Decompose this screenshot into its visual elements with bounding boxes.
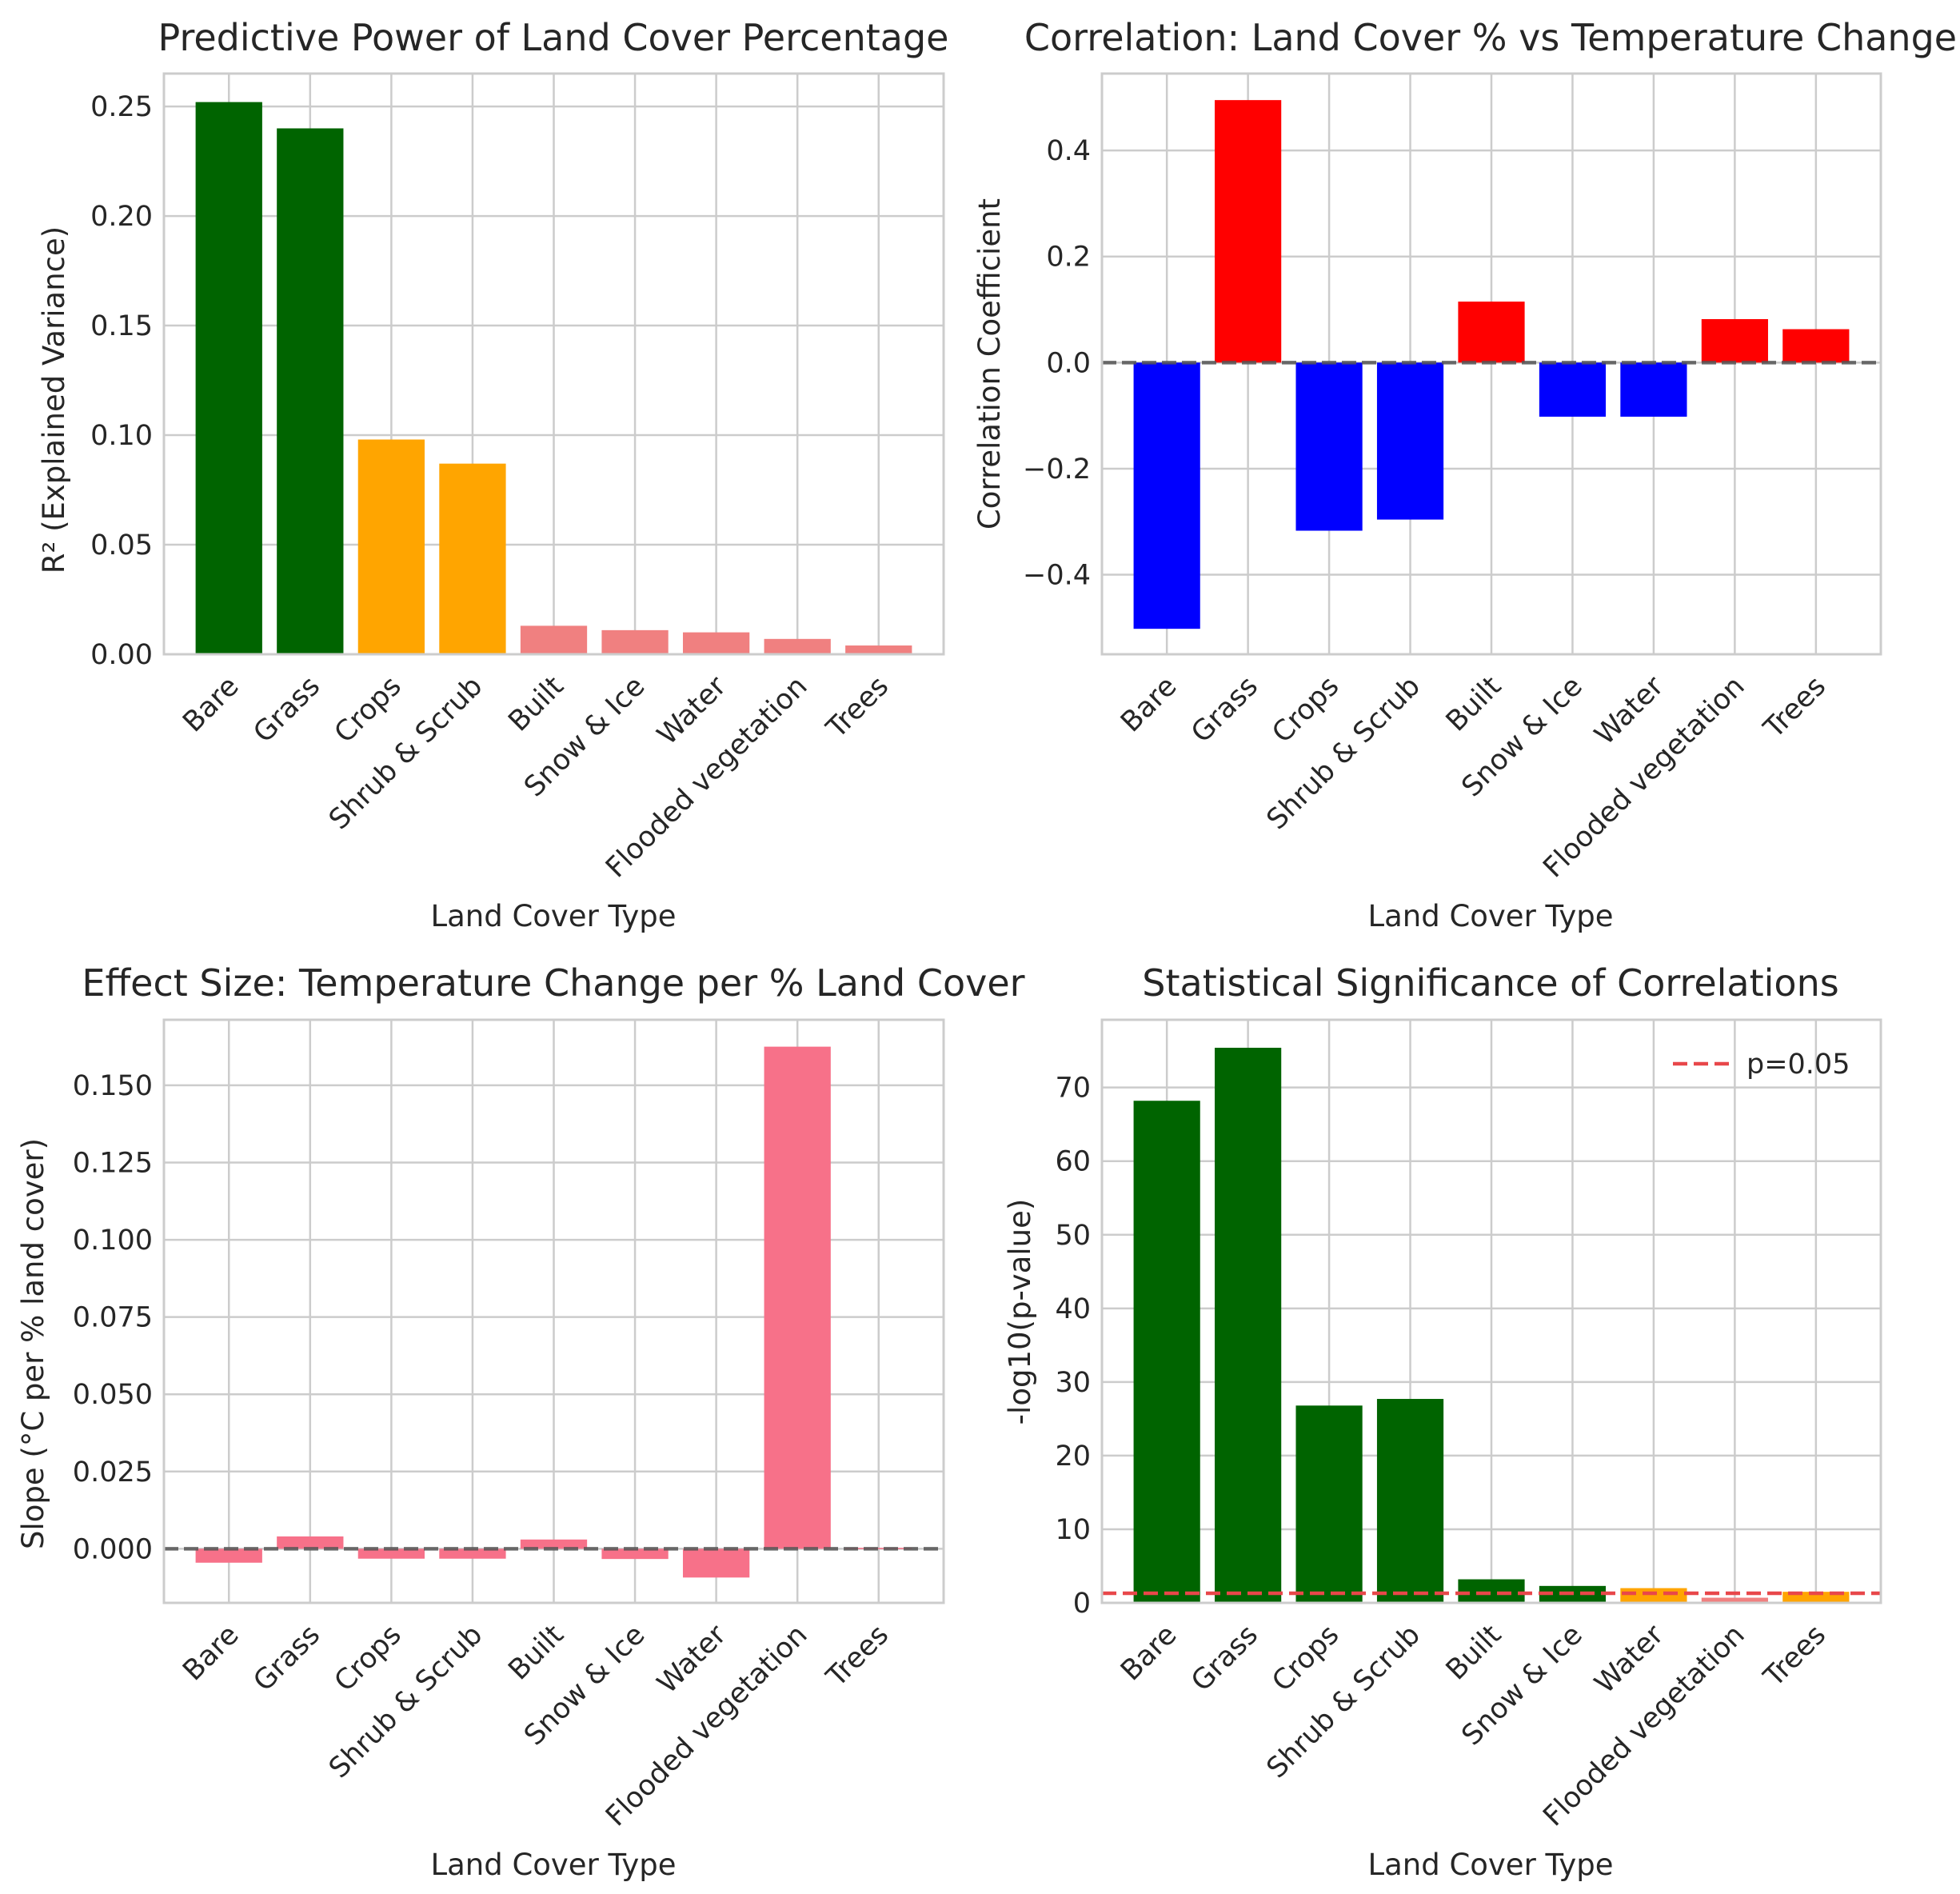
slope-bar-water [682,1548,750,1578]
slope-y-tick-label: 0.125 [73,1147,153,1179]
correlation-bar-grass [1215,100,1282,363]
r2-y-tick-label: 0.00 [90,639,153,671]
correlation-bar-water [1620,362,1687,417]
slope-y-tick-label: 0.100 [73,1225,153,1257]
significance-bar-grass [1215,1047,1282,1603]
correlation-bar-snow-ice [1539,362,1607,417]
slope-bar-flooded-vegetation [764,1046,831,1549]
slope-y-axis-label: Slope (°C per % land cover) [16,1138,50,1549]
significance-y-axis-label: -log10(p-value) [1003,1199,1037,1425]
significance-x-axis-label: Land Cover Type [1367,1848,1613,1882]
slope-y-tick-label: 0.000 [73,1533,153,1565]
significance-bar-water [1620,1588,1687,1603]
slope-x-axis-label: Land Cover Type [430,1848,676,1882]
correlation-y-tick-label: −0.4 [1023,560,1091,592]
slope-y-tick-label: 0.075 [73,1302,153,1334]
significance-bar-bare [1133,1101,1200,1603]
significance-bar-built [1458,1579,1525,1603]
correlation-y-tick-label: 0.0 [1046,347,1091,379]
significance-legend-label: p=0.05 [1746,1049,1850,1081]
r2-x-axis-label: Land Cover Type [430,899,676,933]
r2-y-tick-label: 0.20 [90,201,153,233]
r2-bar-bare [195,102,262,654]
correlation-y-tick-label: 0.4 [1046,135,1091,167]
significance-legend: p=0.05 [1673,1049,1850,1081]
r2-y-tick-label: 0.15 [90,310,153,342]
significance-y-tick-label: 10 [1055,1514,1091,1546]
r2-y-axis-label: R² (Explained Variance) [37,226,71,573]
slope-y-tick-label: 0.150 [73,1070,153,1102]
correlation-axes-frame [1100,72,1882,656]
significance-bar-flooded-vegetation [1701,1597,1768,1603]
r2-bar-crops [357,439,425,654]
slope-chart-title: Effect Size: Temperature Change per % La… [82,961,1024,1005]
r2-bar-grass [277,128,344,654]
r2-bar-trees [845,645,912,654]
slope-axes-frame [162,1018,945,1604]
correlation-y-axis-label: Correlation Coefficient [972,198,1007,529]
correlation-y-tick-label: −0.2 [1023,454,1091,485]
slope-bar-crops [357,1548,425,1559]
correlation-bar-bare [1133,362,1200,629]
r2-y-tick-label: 0.25 [90,91,153,123]
slope-bar-grass [277,1536,344,1549]
correlation-bar-flooded-vegetation [1701,318,1768,363]
r2-y-tick-label: 0.05 [90,529,153,561]
correlation-x-axis-label: Land Cover Type [1367,899,1613,933]
significance-bar-shrub-scrub [1376,1399,1444,1603]
r2-bar-snow-ice [601,629,669,654]
significance-bar-crops [1295,1405,1363,1603]
r2-axes-frame [162,72,945,656]
slope-bar-snow-ice [601,1548,669,1560]
slope-bar-shrub-scrub [439,1548,506,1559]
r2-bar-shrub-scrub [439,463,506,654]
significance-axes-frame [1100,1018,1882,1604]
slope-y-tick-label: 0.025 [73,1456,153,1488]
significance-y-tick-label: 0 [1073,1588,1091,1620]
significance-y-tick-label: 50 [1055,1220,1091,1252]
significance-chart-title: Statistical Significance of Correlations [1142,961,1838,1005]
slope-bar-trees [845,1548,912,1549]
significance-y-tick-label: 30 [1055,1367,1091,1399]
correlation-chart-title: Correlation: Land Cover % vs Temperature… [1024,16,1957,59]
slope-bar-built [520,1539,588,1549]
correlation-y-tick-label: 0.2 [1046,242,1091,274]
r2-bar-built [520,625,588,654]
r2-y-tick-label: 0.10 [90,420,153,452]
significance-y-tick-label: 70 [1055,1073,1091,1105]
significance-y-tick-label: 40 [1055,1293,1091,1325]
r2-bar-water [682,632,750,654]
r2-chart-title: Predictive Power of Land Cover Percentag… [158,16,949,59]
correlation-bar-crops [1295,362,1363,531]
slope-bar-bare [195,1548,262,1563]
r2-bar-flooded-vegetation [764,638,831,654]
significance-y-tick-label: 20 [1055,1440,1091,1472]
correlation-bar-trees [1782,329,1850,363]
correlation-bar-shrub-scrub [1376,362,1444,520]
correlation-bar-built [1458,302,1525,363]
slope-y-tick-label: 0.050 [73,1379,153,1411]
significance-y-tick-label: 60 [1055,1146,1091,1178]
